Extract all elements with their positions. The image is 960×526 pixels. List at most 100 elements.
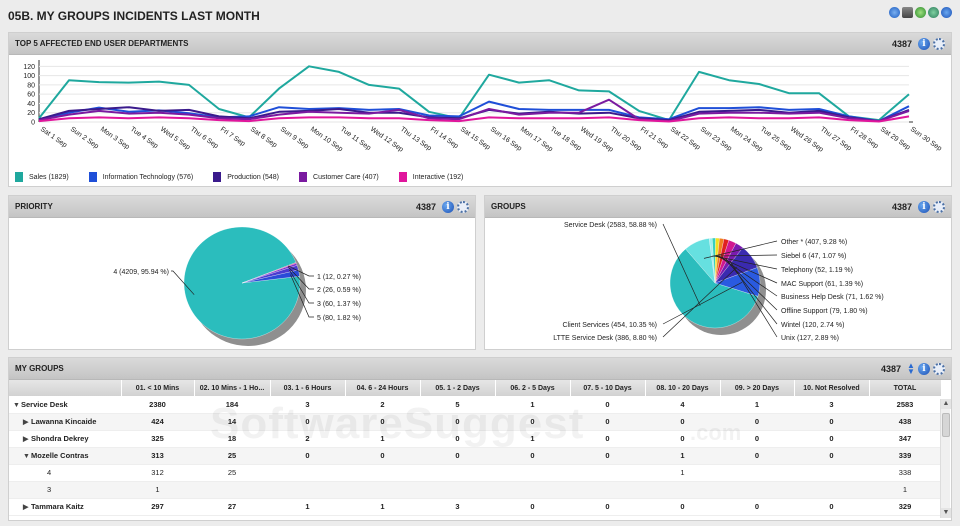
table-row[interactable]: 3 1 1 (9, 481, 941, 499)
table-cell: 0 (794, 447, 869, 465)
legend-swatch (15, 172, 23, 182)
table-row[interactable]: ▶ Tammara Kaitz 297 27 1 1 3 0 0 0 0 0 329 (9, 498, 941, 516)
table-row[interactable]: 4 312 25 1 338 (9, 464, 941, 482)
y-tick-label: 120 (23, 64, 35, 71)
table-cell: 1 (495, 396, 570, 414)
sort-icon[interactable]: ▲ ▼ (907, 360, 915, 376)
x-tick-label: Mon 24 Sep (729, 126, 764, 153)
column-header[interactable]: 07. 5 - 10 Days (570, 380, 646, 396)
legend-item[interactable]: Customer Care (407) (299, 172, 379, 182)
x-tick-label: Tue 18 Sep (549, 126, 583, 152)
x-tick-label: Sat 29 Sep (879, 126, 911, 152)
row-name: Lawanna Kincaide (31, 417, 97, 426)
legend-item[interactable]: Information Technology (576) (88, 172, 193, 182)
row-name-cell: ▼Mozelle Contras (9, 447, 121, 465)
column-header[interactable]: 06. 2 - 5 Days (495, 380, 571, 396)
gear-icon[interactable] (933, 362, 945, 375)
table-scrollbar[interactable]: ▲ ▼ (940, 399, 951, 518)
x-tick-label: Sat 1 Sep (39, 126, 68, 149)
info-icon[interactable]: i (918, 362, 930, 375)
gear-icon[interactable] (933, 37, 945, 50)
table-cell: 0 (645, 430, 720, 448)
expand-icon[interactable]: ▶ (23, 504, 29, 511)
scroll-down-icon[interactable]: ▼ (941, 508, 951, 518)
panel-title: TOP 5 AFFECTED END USER DEPARTMENTS (15, 39, 189, 48)
table-cell: 0 (570, 447, 645, 465)
scroll-up-icon[interactable]: ▲ (941, 399, 951, 409)
record-count: 4387 (891, 201, 912, 212)
slice-label: Business Help Desk (71, 1.62 %) (781, 294, 884, 301)
leader-line (662, 266, 738, 338)
column-header[interactable]: 05. 1 - 2 Days (420, 380, 496, 396)
table-cell (495, 464, 570, 482)
column-header[interactable]: 02. 10 Mins - 1 Ho... (194, 380, 271, 396)
table-cell (794, 481, 869, 499)
legend-item[interactable]: Production (548) (213, 172, 279, 182)
info-icon[interactable] (941, 7, 952, 18)
column-header[interactable]: 09. > 20 Days (720, 380, 795, 396)
table-cell (570, 481, 645, 499)
column-header[interactable]: 08. 10 - 20 Days (645, 380, 721, 396)
slice-label: 2 (26, 0.59 %) (317, 287, 361, 294)
leader-line (714, 255, 778, 270)
table-cell (570, 464, 645, 482)
table-cell: 325 (121, 430, 194, 448)
table-cell: 3 (794, 396, 869, 414)
table-cell: 1 (270, 498, 345, 516)
x-tick-label: Sun 30 Sep (909, 126, 943, 153)
table-cell: 1 (121, 481, 194, 499)
table-cell: 0 (720, 498, 794, 516)
gear-icon[interactable] (457, 200, 469, 213)
x-tick-label: Sat 22 Sep (669, 126, 701, 152)
collapse-icon[interactable]: ▼ (13, 401, 20, 409)
y-tick-label: 20 (27, 110, 35, 117)
row-name-cell: ▶ Lawanna Kincaide (9, 413, 121, 431)
info-icon[interactable]: i (918, 37, 930, 50)
column-header[interactable]: 03. 1 - 6 Hours (270, 380, 346, 396)
table-cell: 0 (420, 413, 495, 431)
panel-title: GROUPS (491, 202, 526, 211)
table-cell: 0 (645, 498, 720, 516)
record-count: 4387 (891, 38, 912, 49)
refresh-icon[interactable] (889, 7, 900, 18)
table-row[interactable]: ▼Mozelle Contras 313 25 0 0 0 0 0 1 0 0 339 (9, 447, 941, 465)
panel-title: PRIORITY (15, 202, 53, 211)
expand-icon[interactable]: ▶ (23, 419, 29, 426)
table-cell (645, 481, 720, 499)
legend-item[interactable]: Interactive (192) (398, 172, 463, 182)
table-row[interactable]: ▼Service Desk 2380 184 3 2 5 1 0 4 1 3 2583 (9, 396, 941, 414)
leader-line (662, 223, 701, 306)
table-cell: 0 (720, 447, 794, 465)
gear-icon[interactable] (933, 200, 945, 213)
export-icon[interactable] (915, 7, 926, 18)
slice-label: Offline Support (79, 1.80 %) (781, 308, 868, 315)
column-header-name[interactable] (9, 380, 122, 396)
y-tick-label: 40 (27, 101, 35, 108)
column-header[interactable]: TOTAL (869, 380, 942, 396)
settings-icon[interactable] (928, 7, 939, 18)
slice-label: LTTE Service Desk (386, 8.80 %) (553, 335, 657, 342)
info-icon[interactable]: i (918, 200, 930, 213)
table-cell: 25 (194, 447, 270, 465)
legend-item[interactable]: Sales (1829) (15, 172, 69, 182)
collapse-icon[interactable]: ▼ (23, 453, 30, 460)
table-cell: 3 (420, 498, 495, 516)
table-row[interactable]: ▶ Lawanna Kincaide 424 14 0 0 0 0 0 0 0 0 438 (9, 413, 941, 431)
column-header[interactable]: 01. < 10 Mins (121, 380, 195, 396)
x-tick-label: Sun 23 Sep (699, 126, 733, 153)
table-row[interactable]: ▶ Shondra Dekrey 325 18 2 1 0 1 0 0 0 0 347 (9, 430, 941, 448)
table-cell: 1 (345, 430, 420, 448)
table-cell: 2 (270, 430, 345, 448)
scroll-thumb[interactable] (942, 413, 950, 437)
column-header[interactable]: 04. 6 - 24 Hours (345, 380, 421, 396)
legend-swatch (398, 172, 407, 182)
table-cell: 5 (420, 396, 495, 414)
table-cell: 3 (270, 396, 345, 414)
leader-line (287, 265, 314, 277)
filter-icon[interactable] (902, 7, 913, 18)
table-cell: 1 (495, 430, 570, 448)
expand-icon[interactable]: ▶ (23, 436, 29, 443)
x-tick-label: Sun 16 Sep (489, 126, 523, 153)
column-header[interactable]: 10. Not Resolved (794, 380, 870, 396)
info-icon[interactable]: i (442, 200, 454, 213)
